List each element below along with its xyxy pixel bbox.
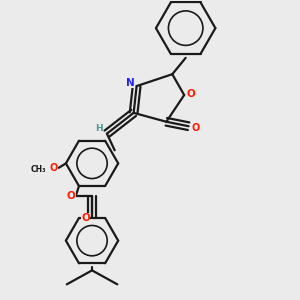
Text: N: N xyxy=(126,78,134,88)
Text: O: O xyxy=(191,123,199,133)
Text: O: O xyxy=(49,163,58,173)
Text: O: O xyxy=(81,213,90,224)
Text: CH₃: CH₃ xyxy=(30,165,46,174)
Text: O: O xyxy=(67,191,76,201)
Text: H: H xyxy=(95,124,102,133)
Text: O: O xyxy=(186,88,195,98)
